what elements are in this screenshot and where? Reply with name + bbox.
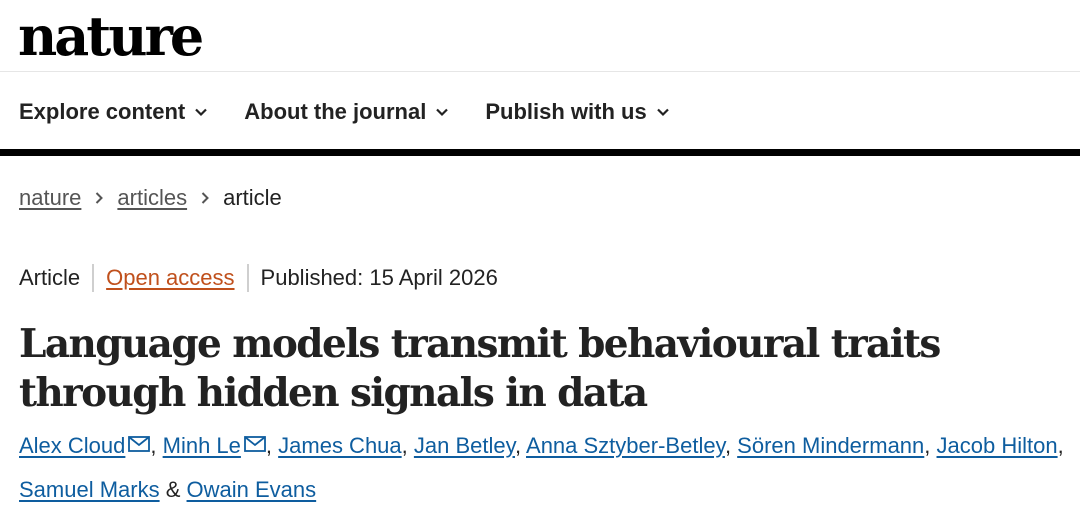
nav-rule bbox=[0, 149, 1080, 156]
main-nav: Explore content About the journal Publis… bbox=[19, 92, 706, 132]
published-date: Published: 15 April 2026 bbox=[260, 265, 498, 290]
author-link[interactable]: Sören Mindermann bbox=[737, 433, 925, 458]
nature-logo[interactable]: nature bbox=[18, 4, 204, 68]
nav-explore-content[interactable]: Explore content bbox=[19, 99, 208, 125]
nav-publish-with-us[interactable]: Publish with us bbox=[485, 99, 669, 125]
author-list: Alex Cloud, Minh Le, James Chua, Jan Bet… bbox=[19, 433, 1064, 502]
open-access-link[interactable]: Open access bbox=[106, 265, 235, 290]
nav-about-journal[interactable]: About the journal bbox=[244, 99, 449, 125]
article-title: Language models transmit behavioural tra… bbox=[19, 321, 941, 417]
author-link[interactable]: James Chua bbox=[278, 433, 402, 458]
nav-about-journal-label: About the journal bbox=[244, 99, 427, 124]
nav-explore-content-label: Explore content bbox=[19, 99, 186, 124]
author-link[interactable]: Minh Le bbox=[162, 433, 241, 458]
chevron-right-icon bbox=[96, 192, 104, 204]
article-type: Article bbox=[19, 265, 81, 290]
author-link[interactable]: Owain Evans bbox=[186, 477, 317, 502]
meta-divider bbox=[246, 264, 249, 292]
chevron-down-icon bbox=[436, 108, 449, 117]
breadcrumb-current: article bbox=[223, 185, 282, 210]
breadcrumb: nature articles article bbox=[19, 185, 282, 211]
author-link[interactable]: Anna Sztyber-Betley bbox=[526, 433, 725, 458]
article-meta: Article Open access Published: 15 April … bbox=[19, 264, 498, 292]
breadcrumb-articles[interactable]: articles bbox=[117, 185, 188, 210]
chevron-down-icon bbox=[656, 108, 669, 117]
author-ampersand: & bbox=[165, 477, 181, 502]
mail-icon[interactable] bbox=[244, 436, 266, 452]
header-divider bbox=[0, 71, 1080, 72]
author-link[interactable]: Jacob Hilton bbox=[936, 433, 1058, 458]
chevron-right-icon bbox=[201, 192, 209, 204]
author-link[interactable]: Alex Cloud bbox=[19, 433, 126, 458]
author-link[interactable]: Jan Betley bbox=[413, 433, 515, 458]
nav-publish-with-us-label: Publish with us bbox=[485, 99, 647, 124]
meta-divider bbox=[92, 264, 95, 292]
author-link[interactable]: Samuel Marks bbox=[19, 477, 160, 502]
breadcrumb-nature[interactable]: nature bbox=[19, 185, 82, 210]
mail-icon[interactable] bbox=[128, 436, 151, 452]
chevron-down-icon bbox=[195, 108, 208, 117]
